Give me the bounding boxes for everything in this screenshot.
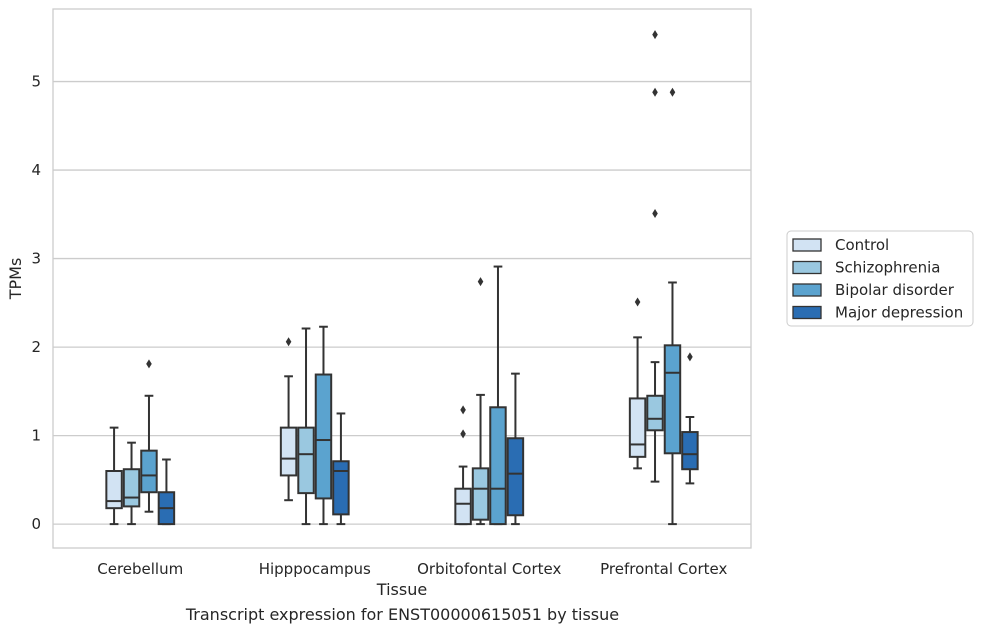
legend-swatch [792, 238, 822, 252]
legend-label: Schizophrenia [835, 259, 940, 277]
box-control-1 [279, 337, 298, 502]
x-axis-label: Tissue [376, 580, 427, 599]
box-body [314, 373, 333, 500]
legend-swatch [792, 260, 822, 275]
box-control-2 [454, 405, 472, 526]
y-tick-label: 1 [31, 427, 41, 445]
x-tick-label: Orbitofontal Cortex [417, 560, 561, 578]
box-schizophrenia-2 [471, 277, 490, 526]
grid-lines [53, 80, 751, 525]
box-major-depression-2 [506, 372, 525, 526]
y-axis-label: TPMs [6, 258, 25, 301]
box-body [646, 394, 664, 432]
box-body [122, 468, 141, 508]
box-control-3 [628, 297, 647, 470]
box-body [140, 449, 158, 494]
x-tick-label: Prefrontal Cortex [600, 560, 727, 578]
figure-caption: Transcript expression for ENST0000061505… [185, 605, 620, 624]
outlier-point [477, 277, 484, 287]
box-body [628, 397, 647, 458]
box-body [471, 467, 490, 521]
y-tick-labels: 0 1 2 3 4 5 [31, 73, 41, 534]
outlier-point [460, 405, 466, 415]
box-control-0 [105, 426, 123, 526]
box-major-depression-0 [157, 458, 176, 526]
y-tick-label: 2 [31, 338, 41, 356]
box-bipolar-disorder-1 [314, 325, 333, 526]
box-body [105, 470, 123, 510]
outlier-point [652, 87, 658, 97]
plot-area-frame [52, 8, 752, 549]
x-tick-label: Cerebellum [97, 560, 183, 578]
box-body [332, 460, 350, 516]
outlier-point [652, 30, 658, 40]
box-body [454, 487, 472, 526]
box-schizophrenia-3 [646, 30, 664, 483]
legend-label: Bipolar disorder [835, 281, 955, 299]
y-tick-label: 4 [31, 161, 41, 179]
legend: Control Schizophrenia Bipolar disorder Majo… [786, 230, 974, 327]
outlier-point [285, 337, 292, 347]
box-major-depression-3 [681, 352, 699, 485]
box-body [297, 426, 315, 495]
box-body [663, 344, 682, 455]
outlier-point [652, 208, 658, 218]
y-tick-label: 3 [31, 250, 41, 268]
box-body [489, 406, 507, 526]
outlier-point [460, 429, 466, 439]
legend-label: Major depression [835, 304, 963, 322]
box-body [506, 437, 525, 517]
y-tick-label: 5 [31, 73, 41, 91]
box-major-depression-1 [332, 412, 350, 526]
box-plot-series [105, 30, 699, 526]
outlier-point [634, 297, 641, 307]
x-tick-label: Hipppocampus [259, 560, 371, 578]
y-tick-label: 0 [31, 515, 41, 533]
outlier-point [146, 359, 152, 369]
legend-label: Control [835, 236, 889, 254]
outlier-point [669, 87, 676, 97]
box-bipolar-disorder-3 [663, 87, 682, 526]
box-bipolar-disorder-0 [140, 359, 158, 513]
legend-swatch [792, 283, 822, 297]
box-body [279, 426, 298, 477]
x-tick-labels: Cerebellum Hipppocampus Orbitofontal Corte… [97, 560, 727, 578]
outlier-point [687, 352, 693, 362]
box-schizophrenia-0 [122, 441, 141, 526]
box-body [681, 431, 699, 471]
box-bipolar-disorder-2 [489, 265, 507, 526]
box-schizophrenia-1 [297, 327, 315, 526]
legend-frame [786, 230, 974, 327]
legend-swatch [792, 305, 822, 320]
